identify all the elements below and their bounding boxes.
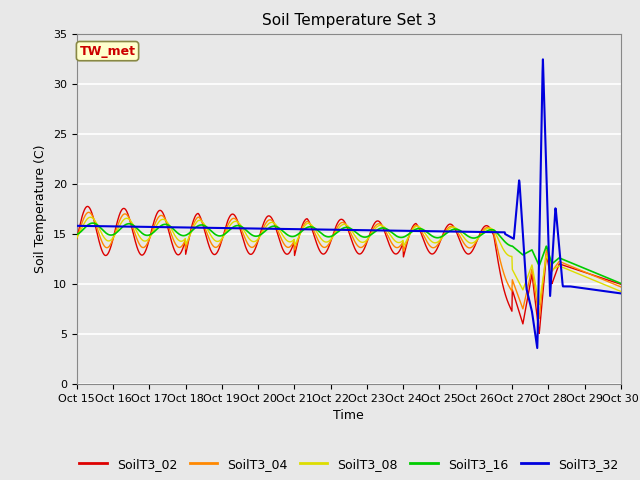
Y-axis label: Soil Temperature (C): Soil Temperature (C) xyxy=(35,144,47,273)
Title: Soil Temperature Set 3: Soil Temperature Set 3 xyxy=(262,13,436,28)
Text: TW_met: TW_met xyxy=(79,45,136,58)
Legend: SoilT3_02, SoilT3_04, SoilT3_08, SoilT3_16, SoilT3_32: SoilT3_02, SoilT3_04, SoilT3_08, SoilT3_… xyxy=(74,453,623,476)
X-axis label: Time: Time xyxy=(333,409,364,422)
